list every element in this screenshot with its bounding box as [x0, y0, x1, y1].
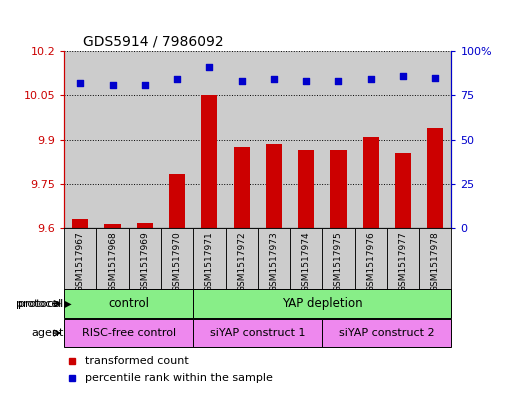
Bar — [226, 228, 258, 289]
Text: RISC-free control: RISC-free control — [82, 328, 176, 338]
Bar — [201, 95, 218, 228]
Bar — [64, 228, 96, 289]
Text: GSM1517976: GSM1517976 — [366, 231, 375, 292]
Text: ▶: ▶ — [61, 299, 72, 309]
Bar — [387, 51, 419, 228]
Bar — [322, 319, 451, 347]
Bar — [387, 228, 419, 289]
Text: protocol: protocol — [18, 299, 64, 309]
Bar — [161, 228, 193, 289]
Bar — [266, 144, 282, 228]
Bar — [395, 153, 411, 228]
Bar — [258, 51, 290, 228]
Bar — [137, 223, 153, 228]
Text: percentile rank within the sample: percentile rank within the sample — [86, 373, 273, 383]
Text: GSM1517972: GSM1517972 — [237, 231, 246, 292]
Text: control: control — [108, 297, 149, 310]
Text: protocol: protocol — [16, 299, 62, 309]
Bar — [427, 128, 443, 228]
Text: GSM1517975: GSM1517975 — [334, 231, 343, 292]
Bar — [298, 150, 314, 228]
Bar — [193, 289, 451, 318]
Text: siYAP construct 1: siYAP construct 1 — [210, 328, 306, 338]
Point — [141, 82, 149, 88]
Bar — [419, 51, 451, 228]
Point — [270, 76, 278, 83]
Bar — [64, 319, 193, 347]
Text: GSM1517970: GSM1517970 — [172, 231, 182, 292]
Text: agent: agent — [31, 328, 64, 338]
Bar — [290, 228, 322, 289]
Bar — [161, 51, 193, 228]
Bar — [193, 51, 226, 228]
Text: GSM1517968: GSM1517968 — [108, 231, 117, 292]
Bar — [64, 51, 96, 228]
Point — [367, 76, 375, 83]
Text: siYAP construct 2: siYAP construct 2 — [339, 328, 435, 338]
Bar — [193, 319, 322, 347]
Bar — [330, 151, 347, 228]
Point — [238, 78, 246, 84]
Text: GSM1517967: GSM1517967 — [76, 231, 85, 292]
Point — [334, 78, 343, 84]
Bar — [354, 228, 387, 289]
Bar — [105, 224, 121, 228]
Bar — [64, 289, 193, 318]
Bar — [129, 228, 161, 289]
Bar — [96, 228, 129, 289]
Text: GSM1517977: GSM1517977 — [399, 231, 407, 292]
Bar — [129, 51, 161, 228]
Text: GSM1517978: GSM1517978 — [431, 231, 440, 292]
Point — [399, 73, 407, 79]
Bar — [169, 174, 185, 228]
Point — [173, 76, 181, 83]
Bar — [322, 51, 354, 228]
Point — [76, 80, 84, 86]
Bar — [193, 228, 226, 289]
Bar — [226, 51, 258, 228]
Text: GSM1517973: GSM1517973 — [269, 231, 279, 292]
Bar — [354, 51, 387, 228]
Point — [108, 82, 116, 88]
Point — [205, 64, 213, 70]
Bar — [72, 219, 88, 228]
Point — [302, 78, 310, 84]
Bar — [233, 147, 250, 228]
Bar — [363, 136, 379, 228]
Text: YAP depletion: YAP depletion — [282, 297, 363, 310]
Bar — [419, 228, 451, 289]
Text: GSM1517971: GSM1517971 — [205, 231, 214, 292]
Text: GSM1517969: GSM1517969 — [141, 231, 149, 292]
Text: GSM1517974: GSM1517974 — [302, 231, 311, 292]
Text: transformed count: transformed count — [86, 356, 189, 366]
Point — [431, 74, 440, 81]
Bar — [290, 51, 322, 228]
Text: GDS5914 / 7986092: GDS5914 / 7986092 — [84, 35, 224, 48]
Bar — [322, 228, 354, 289]
Bar — [96, 51, 129, 228]
Bar — [258, 228, 290, 289]
